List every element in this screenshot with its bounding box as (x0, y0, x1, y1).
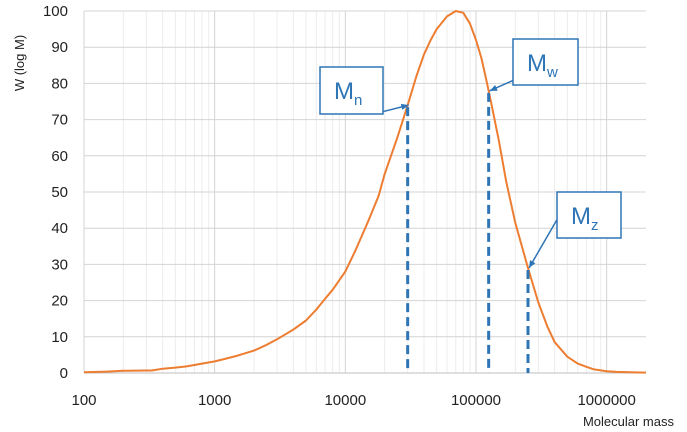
callout-box (556, 191, 622, 239)
y-tick-label: 40 (51, 220, 68, 237)
y-tick-label: 80 (51, 75, 68, 92)
callout-subscript: w (546, 64, 558, 81)
y-tick-label: 0 (60, 365, 68, 382)
x-tick-label: 1000000 (577, 392, 635, 409)
callout-arrowhead (489, 85, 498, 91)
callout-box (319, 66, 384, 115)
y-axis-title: W (log M) (12, 35, 27, 91)
y-tick-label: 10 (51, 329, 68, 346)
y-tick-label: 20 (51, 293, 68, 310)
y-tick-label: 90 (51, 39, 68, 56)
y-tick-label: 100 (43, 3, 68, 20)
tick-labels: 0 10 20 30 40 50 60 70 80 90 100 100 1000 10000 100000… (43, 3, 636, 409)
x-tick-label: 100 (71, 392, 96, 409)
callout-connector (528, 219, 558, 269)
x-tick-label: 1000 (198, 392, 231, 409)
callout-box (512, 38, 579, 86)
callout-arrowhead (528, 260, 536, 269)
y-tick-label: 30 (51, 256, 68, 273)
y-tick-label: 70 (51, 112, 68, 129)
x-tick-label: 10000 (324, 392, 366, 409)
x-tick-label: 100000 (451, 392, 501, 409)
callout-subscript: n (354, 92, 362, 109)
y-tick-label: 60 (51, 148, 68, 165)
average-lines (406, 92, 530, 373)
y-tick-label: 50 (51, 184, 68, 201)
callout-subscript: z (591, 217, 599, 234)
x-axis-title: Molecular mass (583, 414, 675, 429)
callout-arrowhead (400, 103, 409, 110)
